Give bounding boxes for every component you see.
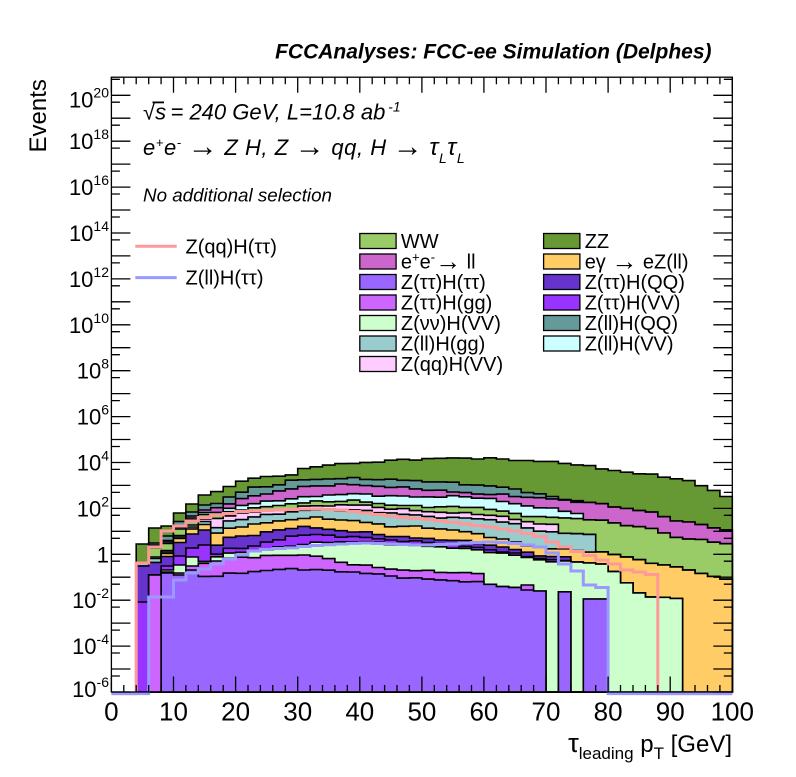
svg-text:20: 20 [221, 697, 250, 727]
svg-text:1: 1 [97, 542, 109, 567]
svg-text:10-6: 10-6 [72, 674, 109, 702]
svg-text:1018: 1018 [69, 126, 109, 154]
svg-text:Z(ττ)H(VV): Z(ττ)H(VV) [585, 293, 681, 315]
svg-text:Z(qq)H(VV): Z(qq)H(VV) [401, 354, 503, 376]
svg-text:FCCAnalyses: FCC-ee Simulation: FCCAnalyses: FCC-ee Simulation (Delphes) [275, 41, 711, 64]
svg-text:10: 10 [159, 697, 188, 727]
svg-text:100: 100 [711, 697, 754, 727]
svg-text:1016: 1016 [69, 172, 109, 200]
svg-text:70: 70 [532, 697, 561, 727]
svg-text:Z(ττ)H(ττ): Z(ττ)H(ττ) [401, 272, 486, 294]
svg-text:No additional selection: No additional selection [143, 185, 332, 206]
svg-text:eγ → eZ(ll): eγ → eZ(ll) [585, 246, 689, 276]
svg-text:ZZ: ZZ [585, 231, 609, 253]
svg-text:50: 50 [407, 697, 436, 727]
svg-text:Z(ττ)H(QQ): Z(ττ)H(QQ) [585, 272, 685, 294]
svg-text:√s = 240 GeV, L=10.8 ab -1: √s = 240 GeV, L=10.8 ab -1 [143, 99, 401, 125]
svg-text:80: 80 [594, 697, 623, 727]
svg-text:106: 106 [77, 402, 109, 430]
svg-text:40: 40 [345, 697, 374, 727]
svg-text:Z(ll)H(QQ): Z(ll)H(QQ) [585, 313, 678, 335]
svg-text:Z(ll)H(VV): Z(ll)H(VV) [585, 334, 674, 356]
svg-text:WW: WW [401, 231, 439, 253]
svg-text:0: 0 [104, 697, 118, 727]
svg-text:Z(νν)H(VV): Z(νν)H(VV) [401, 313, 501, 335]
svg-text:Z(ll)H(gg): Z(ll)H(gg) [401, 334, 485, 356]
svg-text:τleading pT [GeV]: τleading pT [GeV] [568, 728, 732, 763]
svg-text:Z(qq)H(ττ): Z(qq)H(ττ) [186, 236, 277, 258]
svg-text:Z(ll)H(ττ): Z(ll)H(ττ) [186, 268, 264, 290]
svg-text:Z(ττ)H(gg): Z(ττ)H(gg) [401, 293, 492, 315]
svg-text:Events: Events [25, 79, 52, 152]
svg-text:60: 60 [469, 697, 498, 727]
svg-text:90: 90 [656, 697, 685, 727]
svg-text:30: 30 [283, 697, 312, 727]
svg-text:e+e- → Z H, Z → qq, H → τLτL: e+e- → Z H, Z → qq, H → τLτL [143, 130, 465, 166]
svg-text:1020: 1020 [69, 84, 109, 112]
